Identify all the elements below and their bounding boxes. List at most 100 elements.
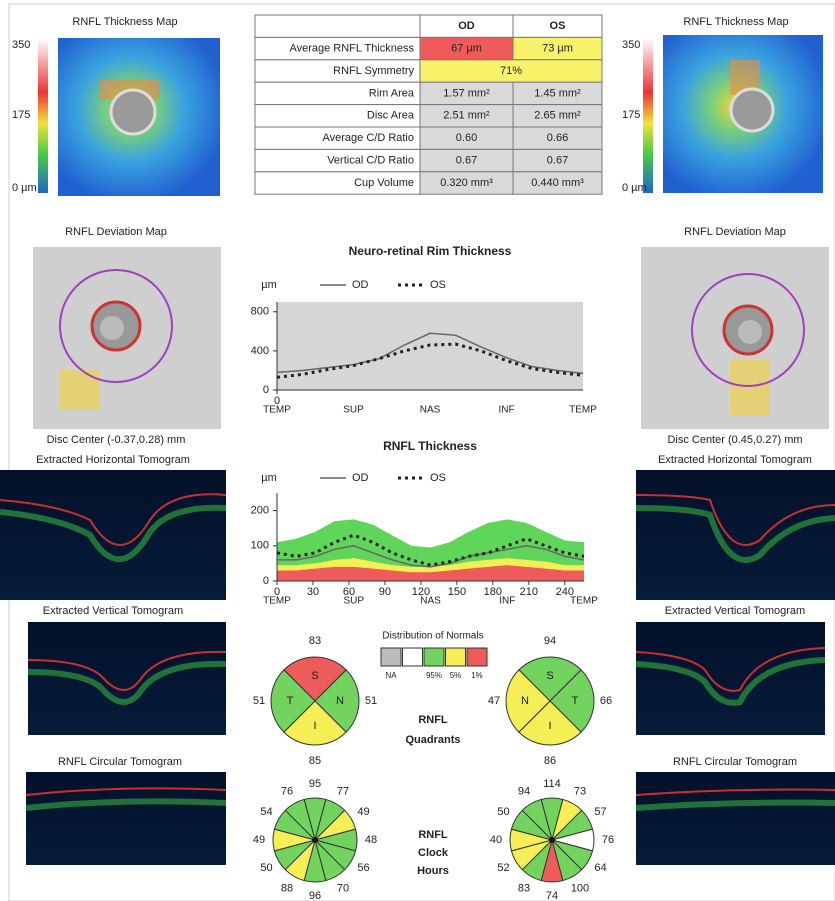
chart-title: RNFL Thickness — [383, 439, 477, 453]
section-title: Quadrants — [405, 734, 460, 746]
cell-value: 2.51 mm² — [443, 110, 490, 122]
clock-value: 88 — [281, 882, 293, 894]
table-cell — [255, 15, 420, 37]
row-label: Disc Area — [367, 110, 415, 122]
region-label: INF — [498, 405, 514, 416]
clock-value: 73 — [574, 785, 586, 797]
section-title: Clock — [418, 847, 449, 859]
cell-value: 67 µm — [451, 43, 482, 55]
panel-title: RNFL Thickness Map — [72, 16, 177, 28]
cell-value: 0.67 — [456, 155, 477, 167]
legend-label: 5% — [450, 671, 462, 680]
quadrant-label: N — [521, 695, 529, 707]
clock-value: 52 — [497, 862, 509, 874]
section-title: RNFL — [418, 714, 448, 726]
legend-label: OD — [352, 472, 369, 484]
y-tick-label: 800 — [251, 306, 269, 318]
region-label: SUP — [343, 596, 364, 607]
clock-center — [549, 837, 555, 843]
legend-box — [403, 648, 423, 666]
clock-value: 77 — [337, 785, 349, 797]
clock-value: 40 — [490, 834, 502, 846]
panel-title: Extracted Horizontal Tomogram — [658, 454, 812, 466]
legend-box — [446, 648, 466, 666]
scale-label: 0 µm — [12, 182, 37, 194]
legend-label: OS — [430, 472, 446, 484]
row-label: Average RNFL Thickness — [289, 43, 414, 55]
clock-center — [312, 837, 318, 843]
region-label: TEMP — [570, 596, 598, 607]
od-deviation-map — [33, 247, 221, 429]
panel-title: Extracted Vertical Tomogram — [665, 605, 805, 617]
legend-title: Distribution of Normals — [382, 631, 483, 642]
x-tick-label: 30 — [307, 586, 319, 598]
report: RNFL Thickness Map3501750 µmRNFL Deviati… — [0, 0, 835, 901]
row-label: Cup Volume — [354, 177, 414, 189]
panel-title: Extracted Horizontal Tomogram — [36, 454, 190, 466]
legend-label: NA — [385, 671, 397, 680]
table-header: OD — [458, 20, 475, 32]
od-thickness-map — [38, 38, 220, 196]
clock-value: 95 — [309, 778, 321, 790]
region-label: TEMP — [569, 405, 597, 416]
quadrant-value: 83 — [309, 635, 321, 647]
quadrant-label: T — [287, 695, 294, 707]
chart-title: Neuro-retinal Rim Thickness — [349, 244, 512, 258]
legend-box — [381, 648, 401, 666]
cell-value: 2.65 mm² — [534, 110, 581, 122]
x-tick-label: 210 — [520, 586, 538, 598]
clock-value: 83 — [518, 882, 530, 894]
y-tick-label: 200 — [251, 505, 269, 517]
clock-value: 50 — [497, 806, 509, 818]
panel-title: RNFL Deviation Map — [65, 226, 167, 238]
clock-value: 49 — [253, 834, 265, 846]
clock-value: 100 — [571, 882, 589, 894]
unit-label: µm — [261, 279, 277, 291]
region-label: NAS — [420, 596, 441, 607]
cell-value: 0.60 — [456, 132, 477, 144]
disc-center: Disc Center (0.45,0.27) mm — [667, 434, 802, 446]
clock-value: 76 — [602, 834, 614, 846]
y-tick-label: 100 — [251, 540, 269, 552]
quadrant-label: S — [546, 670, 553, 682]
panel-title: RNFL Circular Tomogram — [673, 756, 797, 768]
legend-box — [467, 648, 487, 666]
section-title: RNFL — [418, 829, 448, 841]
clock-value: 64 — [594, 862, 606, 874]
region-label: TEMP — [263, 596, 291, 607]
clock-value: 94 — [518, 785, 530, 797]
cell-value: 0.66 — [547, 132, 568, 144]
row-label: Vertical C/D Ratio — [327, 155, 414, 167]
x-tick-label: 150 — [448, 586, 466, 598]
quadrant-value: 86 — [544, 755, 556, 767]
quadrant-value: 51 — [365, 695, 377, 707]
clock-value: 96 — [309, 890, 321, 901]
quadrant-label: N — [336, 695, 344, 707]
legend-label: OS — [430, 279, 446, 291]
cell-value: 1.45 mm² — [534, 87, 581, 99]
clock-value: 70 — [337, 882, 349, 894]
scale-label: 0 µm — [622, 182, 647, 194]
quadrant-value: 94 — [544, 635, 556, 647]
quadrant-value: 51 — [253, 695, 265, 707]
y-tick-label: 0 — [263, 575, 269, 587]
y-tick-label: 0 — [263, 384, 269, 396]
page: RNFL Thickness Map3501750 µmRNFL Deviati… — [0, 0, 835, 901]
quadrant-value: 85 — [309, 755, 321, 767]
panel-title: RNFL Circular Tomogram — [58, 756, 182, 768]
cell-value: 0.320 mm³ — [440, 177, 493, 189]
clock-value: 48 — [365, 834, 377, 846]
panel-title: RNFL Thickness Map — [683, 16, 788, 28]
row-label: RNFL Symmetry — [333, 65, 414, 77]
legend-label: 95% — [426, 671, 442, 680]
y-tick-label: 400 — [251, 345, 269, 357]
cell-value: 71% — [500, 65, 522, 77]
clock-value: 74 — [546, 890, 558, 901]
panel-title: Extracted Vertical Tomogram — [43, 605, 183, 617]
quadrant-label: S — [311, 670, 318, 682]
region-label: INF — [499, 596, 515, 607]
quadrant-label: I — [313, 720, 316, 732]
row-label: Rim Area — [369, 87, 415, 99]
quadrant-value: 47 — [488, 695, 500, 707]
os-deviation-map — [641, 247, 829, 429]
